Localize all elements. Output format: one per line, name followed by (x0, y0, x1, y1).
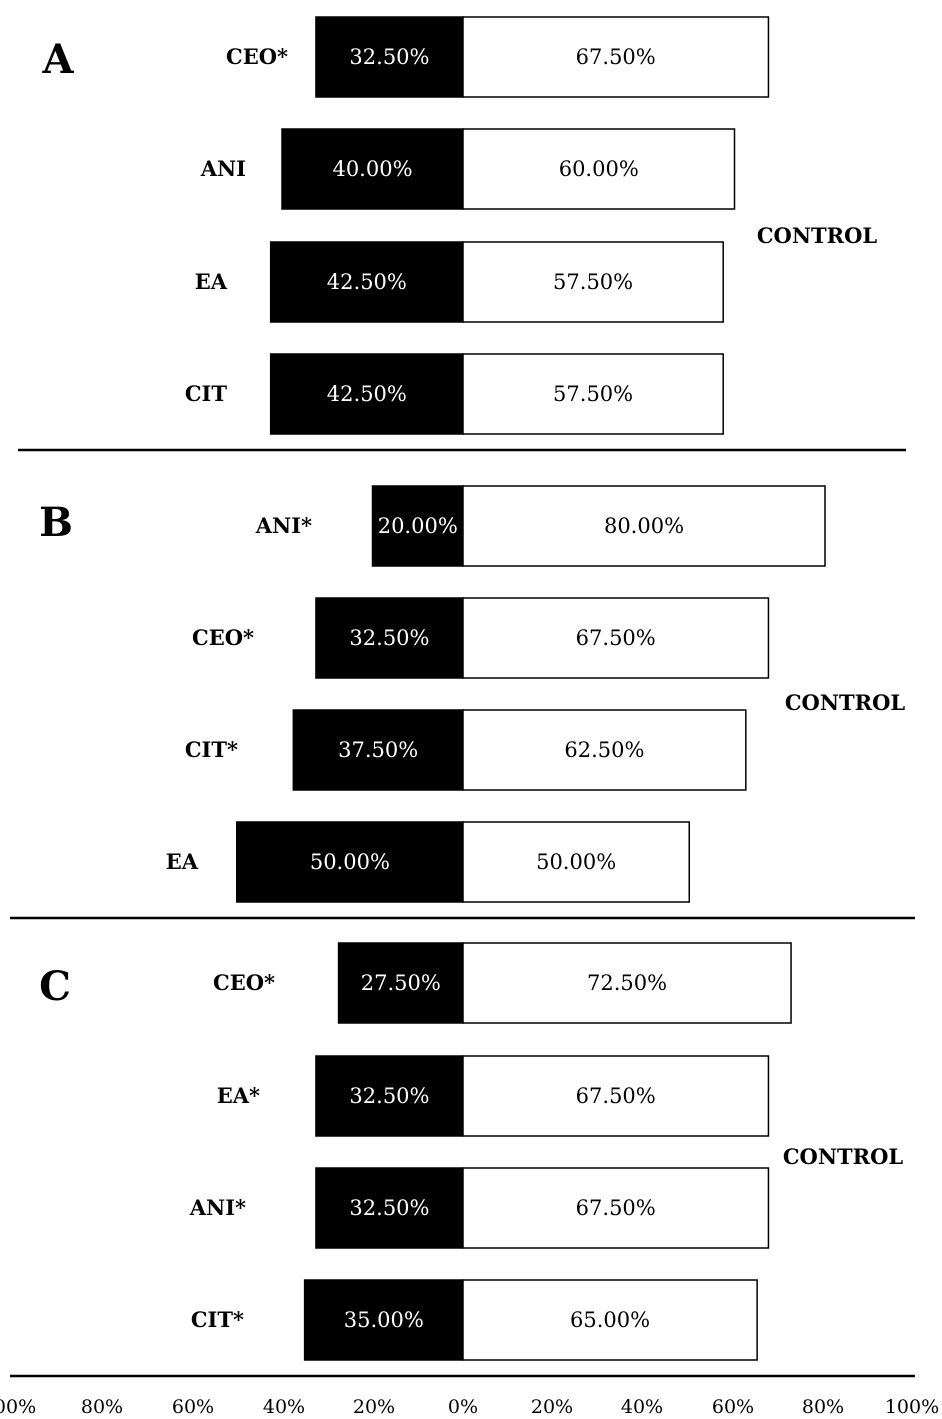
bar-right-label: 65.00% (570, 1308, 650, 1332)
bar-right-segment (462, 821, 690, 903)
bar-right-label: 50.00% (536, 850, 616, 874)
bar-right-segment (462, 597, 770, 679)
bar-left-segment (315, 16, 464, 98)
bar-right-segment (462, 1167, 770, 1249)
bar-left-label: 20.00% (378, 514, 458, 538)
bar-right-label: 67.50% (576, 45, 656, 69)
bar-left-label: 50.00% (310, 850, 390, 874)
category-label: CIT (185, 381, 228, 406)
bar-right-label: 60.00% (559, 157, 639, 181)
bar-left-label: 32.50% (349, 626, 429, 650)
x-tick-label: 80% (802, 1396, 844, 1418)
bar-right-label: 57.50% (553, 270, 633, 294)
bar-left-segment (337, 942, 464, 1024)
x-tick-label: 40% (263, 1396, 305, 1418)
bar-left-segment (315, 1055, 464, 1137)
category-label: CEO* (226, 44, 288, 69)
bar-right-segment (462, 16, 770, 98)
x-tick-label: 60% (712, 1396, 754, 1418)
panel-label: A (41, 36, 74, 83)
category-label: CEO* (192, 625, 254, 650)
category-label: EA (195, 269, 228, 294)
bar-right-segment (462, 709, 747, 791)
bar-right-label: 67.50% (576, 1196, 656, 1220)
bar-left-label: 32.50% (349, 1084, 429, 1108)
bar-left-segment (269, 353, 464, 435)
bar-right-label: 80.00% (604, 514, 684, 538)
x-tick-label: 20% (353, 1396, 395, 1418)
category-label: ANI* (255, 513, 312, 538)
panel-label: B (39, 499, 73, 546)
bar-right-segment (462, 241, 724, 323)
panel-label: C (39, 963, 71, 1010)
bar-right-segment (462, 485, 826, 567)
bar-left-label: 37.50% (338, 738, 418, 762)
group-label: CONTROL (785, 690, 906, 715)
category-label: ANI (200, 156, 246, 181)
bar-right-segment (462, 1055, 770, 1137)
bar-left-segment (303, 1279, 464, 1361)
bar-right-label: 72.50% (587, 971, 667, 995)
bar-right-label: 57.50% (553, 382, 633, 406)
x-tick-label: 40% (621, 1396, 663, 1418)
category-label: ANI* (189, 1195, 246, 1220)
bar-right-segment (462, 1279, 758, 1361)
bar-right-segment (462, 942, 792, 1024)
bar-left-segment (292, 709, 464, 791)
x-tick-label: 00% (0, 1396, 36, 1418)
bar-right-label: 62.50% (564, 738, 644, 762)
bar-right-label: 67.50% (576, 1084, 656, 1108)
bar-right-segment (462, 353, 724, 435)
category-label: EA* (217, 1083, 260, 1108)
category-label: EA (166, 849, 199, 874)
x-tick-label: 0% (448, 1396, 478, 1418)
category-label: CIT* (191, 1307, 244, 1332)
category-label: CEO* (213, 970, 275, 995)
bar-left-label: 32.50% (349, 1196, 429, 1220)
bar-left-label: 42.50% (327, 382, 407, 406)
x-tick-label: 20% (531, 1396, 573, 1418)
x-tick-label: 100% (885, 1396, 939, 1418)
category-label: CIT* (185, 737, 238, 762)
bar-left-label: 27.50% (361, 971, 441, 995)
bar-right-label: 67.50% (576, 626, 656, 650)
bar-left-segment (281, 128, 464, 210)
x-tick-label: 60% (172, 1396, 214, 1418)
bar-left-label: 35.00% (344, 1308, 424, 1332)
bar-left-label: 32.50% (349, 45, 429, 69)
group-label: CONTROL (757, 223, 878, 248)
x-tick-label: 80% (81, 1396, 123, 1418)
bar-left-segment (269, 241, 464, 323)
bar-left-segment (371, 485, 464, 567)
bar-left-segment (315, 1167, 464, 1249)
bar-left-label: 40.00% (332, 157, 412, 181)
bar-left-label: 42.50% (327, 270, 407, 294)
group-label: CONTROL (783, 1144, 904, 1169)
bar-right-segment (462, 128, 736, 210)
